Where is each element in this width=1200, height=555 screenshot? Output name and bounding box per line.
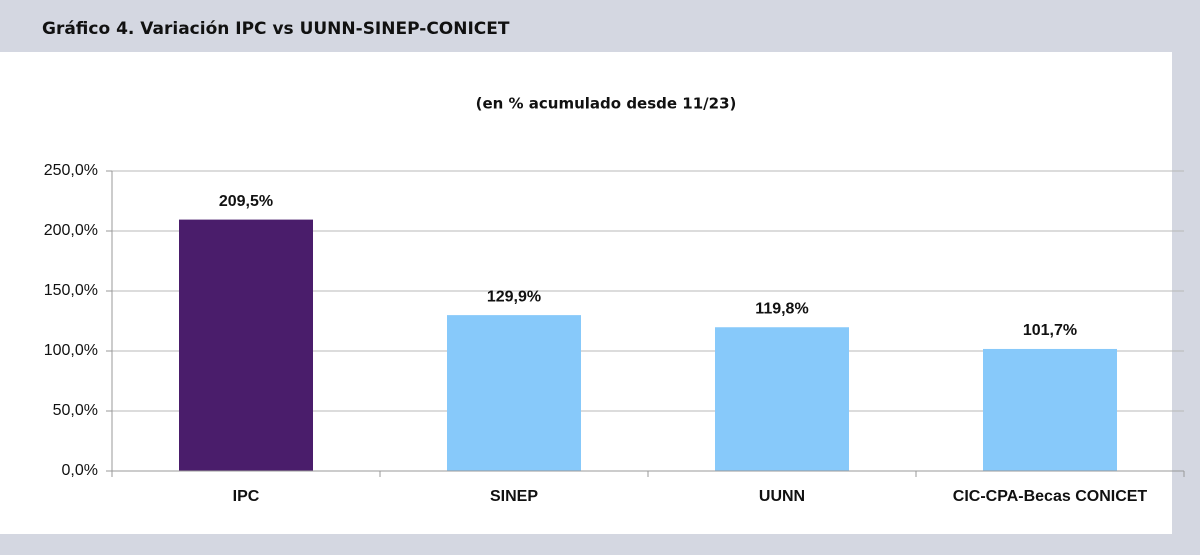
x-tick-label: UUNN bbox=[759, 488, 805, 505]
value-label: 129,9% bbox=[487, 288, 541, 305]
chart-subtitle: (en % acumulado desde 11/23) bbox=[476, 95, 737, 113]
y-tick-label: 50,0% bbox=[53, 402, 98, 419]
y-tick-label: 150,0% bbox=[44, 282, 98, 299]
value-label: 101,7% bbox=[1023, 322, 1077, 339]
y-tick-label: 100,0% bbox=[44, 342, 98, 359]
header-band bbox=[0, 0, 1200, 52]
y-tick-label: 250,0% bbox=[44, 162, 98, 179]
bar bbox=[983, 348, 1117, 471]
bar bbox=[715, 327, 849, 471]
y-tick-label: 200,0% bbox=[44, 222, 98, 239]
y-tick-label: 0,0% bbox=[62, 462, 98, 479]
x-tick-label: IPC bbox=[233, 488, 260, 505]
side-band bbox=[1172, 0, 1200, 555]
bar bbox=[447, 315, 581, 471]
footer-band bbox=[0, 534, 1200, 555]
value-label: 209,5% bbox=[219, 193, 273, 210]
value-label: 119,8% bbox=[755, 300, 808, 317]
x-tick-label: SINEP bbox=[490, 488, 538, 505]
chart-title: Gráfico 4. Variación IPC vs UUNN-SINEP-C… bbox=[42, 19, 510, 39]
bar bbox=[179, 219, 313, 471]
x-tick-label: CIC-CPA-Becas CONICET bbox=[953, 488, 1148, 505]
